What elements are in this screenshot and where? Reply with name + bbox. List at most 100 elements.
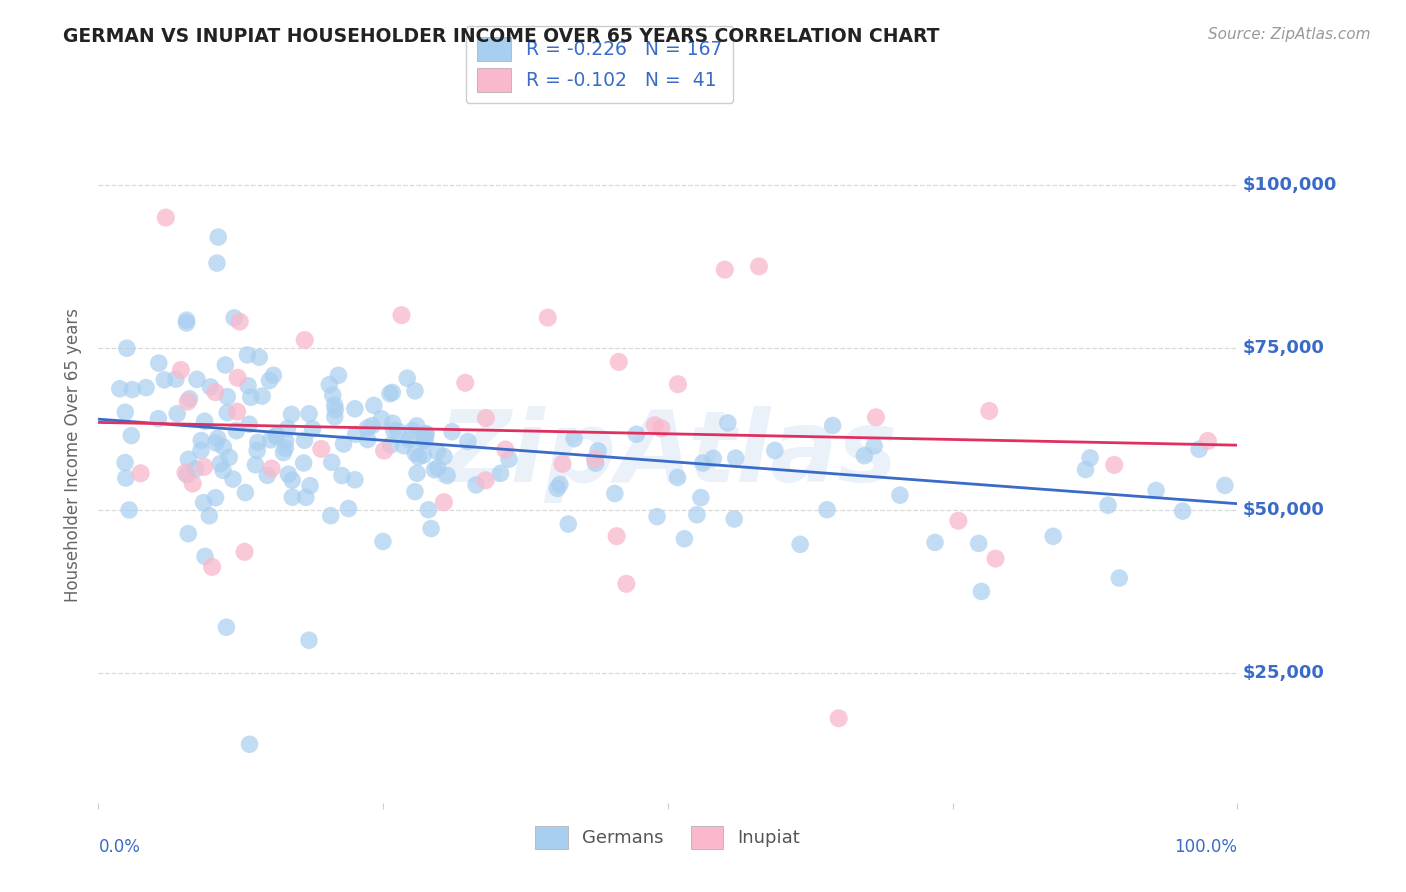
- Point: [863, 439, 886, 453]
- Point: [115, 341, 138, 355]
- Point: [238, 417, 260, 432]
- Point: [404, 446, 426, 460]
- Point: [433, 495, 456, 509]
- Point: [325, 402, 347, 417]
- Point: [465, 478, 488, 492]
- Point: [1144, 483, 1167, 498]
- Point: [176, 313, 198, 327]
- Point: [381, 385, 404, 400]
- Text: $75,000: $75,000: [1243, 339, 1324, 357]
- Legend: Germans, Inupiat: Germans, Inupiat: [529, 819, 807, 856]
- Point: [259, 374, 281, 388]
- Point: [494, 442, 516, 457]
- Text: ZipAtlas: ZipAtlas: [439, 407, 897, 503]
- Text: 100.0%: 100.0%: [1174, 838, 1237, 855]
- Point: [212, 463, 235, 477]
- Point: [361, 418, 384, 433]
- Point: [557, 517, 579, 532]
- Point: [256, 468, 278, 483]
- Point: [193, 495, 215, 509]
- Point: [239, 390, 262, 404]
- Point: [404, 384, 426, 398]
- Point: [281, 490, 304, 504]
- Point: [190, 434, 212, 448]
- Point: [666, 470, 689, 484]
- Point: [343, 401, 366, 416]
- Point: [260, 461, 283, 475]
- Point: [387, 424, 409, 438]
- Text: $100,000: $100,000: [1243, 176, 1337, 194]
- Point: [129, 467, 152, 481]
- Point: [1108, 571, 1130, 585]
- Point: [205, 436, 228, 450]
- Point: [498, 452, 520, 467]
- Point: [828, 711, 851, 725]
- Point: [380, 438, 402, 452]
- Point: [607, 355, 630, 369]
- Point: [789, 537, 811, 551]
- Point: [226, 371, 249, 385]
- Point: [378, 386, 401, 401]
- Point: [120, 428, 142, 442]
- Text: Source: ZipAtlas.com: Source: ZipAtlas.com: [1208, 27, 1371, 42]
- Point: [186, 372, 208, 386]
- Point: [322, 388, 344, 402]
- Point: [236, 348, 259, 362]
- Point: [650, 421, 672, 435]
- Point: [748, 260, 770, 274]
- Point: [233, 545, 256, 559]
- Point: [222, 472, 245, 486]
- Point: [148, 356, 170, 370]
- Point: [166, 407, 188, 421]
- Point: [714, 262, 737, 277]
- Point: [537, 310, 560, 325]
- Point: [118, 503, 141, 517]
- Point: [174, 466, 197, 480]
- Point: [418, 502, 440, 516]
- Point: [404, 484, 426, 499]
- Point: [273, 445, 295, 459]
- Point: [356, 433, 378, 447]
- Point: [924, 535, 946, 549]
- Point: [645, 509, 668, 524]
- Point: [224, 310, 246, 325]
- Point: [475, 411, 498, 425]
- Point: [821, 418, 844, 433]
- Text: $25,000: $25,000: [1243, 664, 1324, 681]
- Point: [294, 333, 316, 347]
- Point: [546, 481, 568, 495]
- Point: [193, 459, 215, 474]
- Point: [250, 389, 273, 403]
- Point: [260, 433, 283, 447]
- Point: [179, 392, 201, 406]
- Point: [295, 491, 318, 505]
- Point: [401, 424, 423, 438]
- Point: [692, 456, 714, 470]
- Point: [298, 407, 321, 421]
- Point: [176, 467, 198, 482]
- Point: [281, 473, 304, 487]
- Point: [108, 382, 131, 396]
- Point: [301, 422, 323, 436]
- Point: [454, 376, 477, 390]
- Point: [114, 456, 136, 470]
- Point: [686, 508, 709, 522]
- Point: [889, 488, 911, 502]
- Point: [280, 408, 302, 422]
- Point: [585, 456, 607, 470]
- Point: [1171, 504, 1194, 518]
- Point: [214, 358, 236, 372]
- Point: [967, 536, 990, 550]
- Point: [276, 421, 298, 435]
- Point: [262, 368, 284, 383]
- Point: [853, 449, 876, 463]
- Point: [423, 463, 446, 477]
- Point: [723, 512, 745, 526]
- Point: [165, 372, 187, 386]
- Point: [177, 526, 200, 541]
- Point: [586, 443, 609, 458]
- Point: [198, 508, 221, 523]
- Point: [200, 380, 222, 394]
- Point: [235, 485, 257, 500]
- Point: [277, 467, 299, 482]
